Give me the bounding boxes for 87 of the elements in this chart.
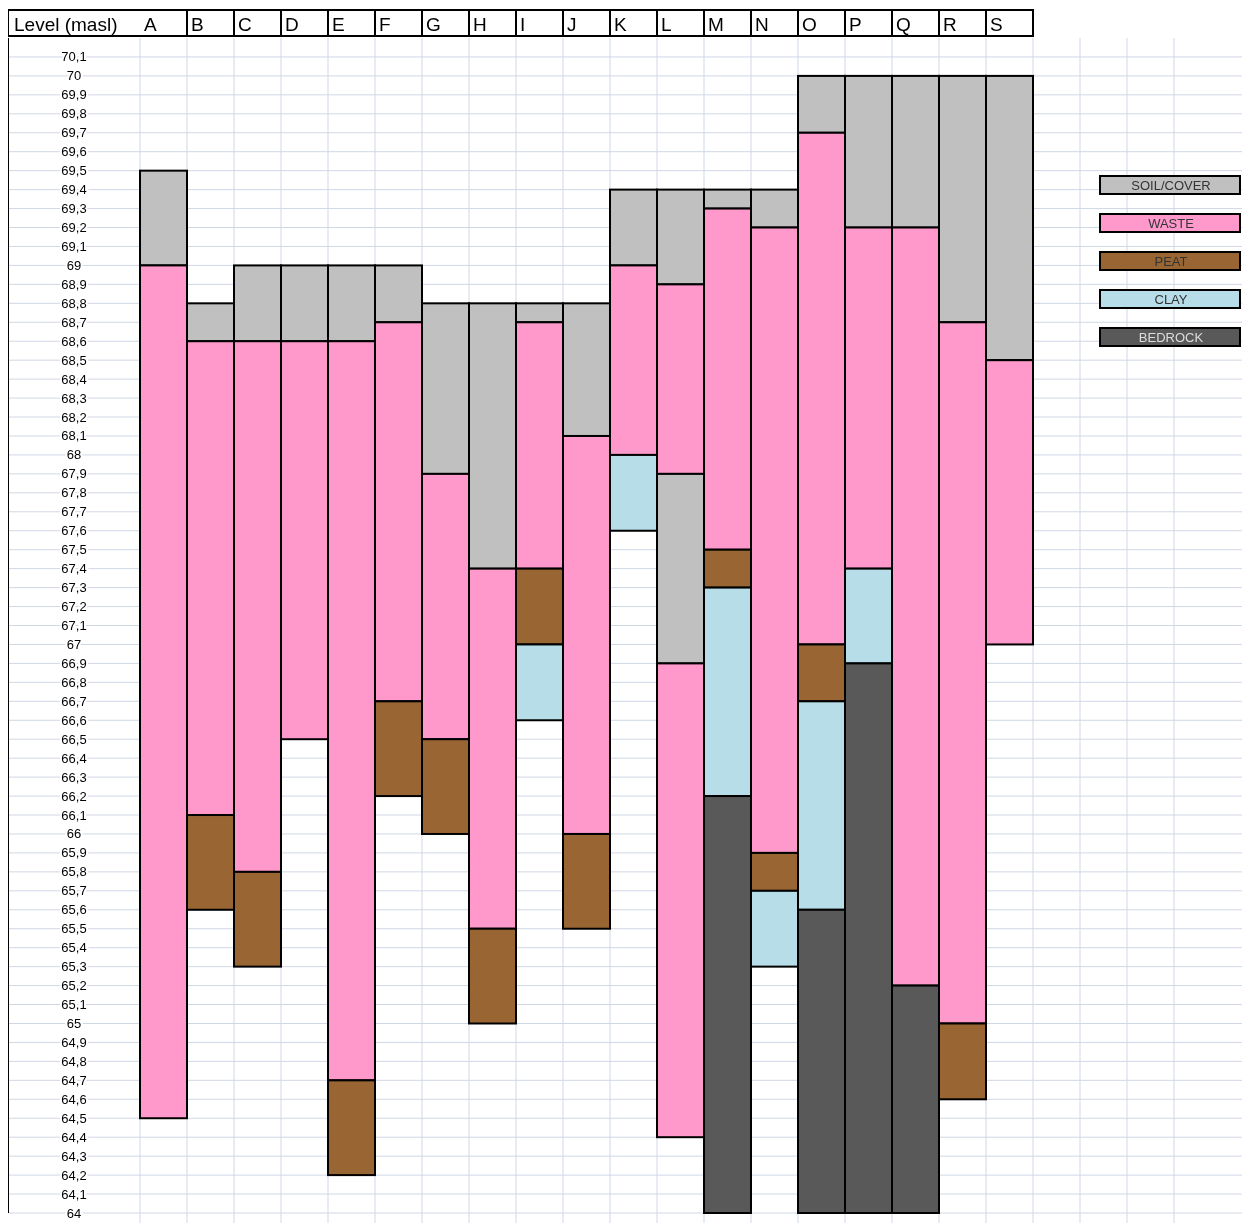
- y-tick-label: 65,4: [61, 940, 87, 956]
- text: CLAY: [1154, 291, 1188, 307]
- y-tick-label: 69,4: [61, 182, 87, 198]
- y-tick-label: 69,5: [61, 163, 87, 179]
- y-tick-label: 68,6: [61, 333, 87, 349]
- y-tick-label: 69,9: [61, 87, 87, 103]
- text: BEDROCK: [1138, 329, 1204, 345]
- y-tick-label: 64,1: [61, 1186, 87, 1202]
- y-tick-label: 68,5: [61, 352, 87, 368]
- x-tick-label: S: [990, 13, 1003, 35]
- x-tick-label: G: [426, 13, 441, 35]
- text: PEAT: [1154, 253, 1188, 269]
- y-tick-label: 65,5: [61, 921, 87, 937]
- y-tick-label: 69,6: [61, 144, 87, 160]
- y-tick-label: 67,1: [61, 618, 87, 633]
- x-tick-label: E: [332, 13, 345, 35]
- y-tick-label: 69,8: [61, 106, 87, 122]
- y-tick-label: 64: [66, 1205, 82, 1221]
- x-tick-label: A: [144, 13, 157, 35]
- y-tick-label: 68,3: [61, 390, 87, 406]
- y-tick-label: 70,1: [61, 49, 87, 65]
- x-tick-label: L: [661, 13, 672, 35]
- y-tick-label: 67: [66, 636, 82, 652]
- y-tick-label: 65: [66, 1015, 82, 1031]
- y-tick-label: 69,7: [61, 125, 87, 141]
- y-tick-label: 64,2: [61, 1167, 87, 1183]
- y-tick-label: 66,2: [61, 788, 87, 804]
- y-tick-label: 68,7: [61, 314, 87, 330]
- y-tick-label: 69,1: [61, 238, 87, 254]
- x-tick-label: H: [473, 13, 487, 35]
- y-tick-label: 65,1: [61, 997, 87, 1013]
- y-tick-label: 65,3: [61, 959, 87, 975]
- x-tick-label: O: [802, 13, 817, 35]
- y-tick-label: 70: [66, 68, 82, 84]
- y-tick-label: 68,8: [61, 295, 87, 311]
- y-tick-label: 66: [66, 826, 82, 842]
- text: SOIL/COVER: [1131, 177, 1211, 193]
- x-tick-label: D: [285, 13, 299, 35]
- y-tick-label: 64,6: [61, 1091, 87, 1107]
- y-tick-label: 66,4: [61, 750, 87, 766]
- x-tick-label: P: [849, 13, 862, 35]
- y-tick-label: 68: [66, 447, 82, 463]
- y-tick-label: 64,7: [61, 1072, 87, 1088]
- y-tick-label: 65,8: [61, 864, 87, 880]
- y-tick-label: 67,8: [61, 485, 87, 501]
- y-tick-label: 65,6: [61, 902, 87, 918]
- x-tick-label: N: [755, 13, 769, 35]
- y-tick-label: 67,5: [61, 542, 87, 558]
- text: WASTE: [1148, 215, 1195, 231]
- y-tick-label: 65,2: [61, 978, 87, 994]
- y-tick-label: 64,9: [61, 1034, 87, 1050]
- y-tick-label: 67,7: [61, 504, 87, 520]
- y-tick-label: 67,4: [61, 561, 87, 577]
- x-tick-label: Q: [896, 13, 911, 35]
- x-tick-label: J: [567, 13, 577, 35]
- y-tick-label: 66,5: [61, 731, 87, 747]
- y-tick-label: 68,9: [61, 276, 87, 292]
- y-tick-label: 66,6: [61, 712, 87, 728]
- y-tick-label: 66,3: [61, 769, 87, 785]
- y-tick-label: 68,4: [61, 371, 87, 387]
- y-tick-label: 66,9: [61, 655, 87, 671]
- y-tick-label: 69: [66, 257, 82, 273]
- y-tick-label: 64,4: [61, 1129, 87, 1145]
- y-tick-label: 66,1: [61, 807, 87, 823]
- x-tick-label: R: [943, 13, 957, 35]
- x-tick-label: K: [614, 13, 627, 35]
- x-tick-label: B: [191, 13, 204, 35]
- y-tick-label: 66,7: [61, 693, 87, 709]
- x-tick-label: I: [520, 13, 526, 35]
- y-tick-label: 69,3: [61, 201, 87, 217]
- x-tick-label: C: [238, 13, 252, 35]
- y-tick-label: 67,9: [61, 466, 87, 482]
- y-axis-title: Level (masl): [14, 13, 118, 35]
- y-tick-label: 65,9: [61, 845, 87, 861]
- y-tick-label: 68,2: [61, 409, 87, 425]
- y-tick-label: 64,5: [61, 1110, 87, 1126]
- y-tick-label: 67,2: [61, 599, 87, 615]
- y-tick-label: 65,7: [61, 883, 87, 899]
- x-tick-label: F: [379, 13, 391, 35]
- y-tick-label: 66,8: [61, 674, 87, 690]
- y-tick-label: 67,6: [61, 523, 87, 539]
- y-tick-label: 69,2: [61, 220, 87, 236]
- y-tick-label: 64,8: [61, 1053, 87, 1069]
- y-tick-label: 68,1: [61, 428, 87, 444]
- y-tick-label: 64,3: [61, 1148, 87, 1164]
- y-tick-label: 67,3: [61, 580, 87, 596]
- x-tick-label: M: [708, 13, 724, 35]
